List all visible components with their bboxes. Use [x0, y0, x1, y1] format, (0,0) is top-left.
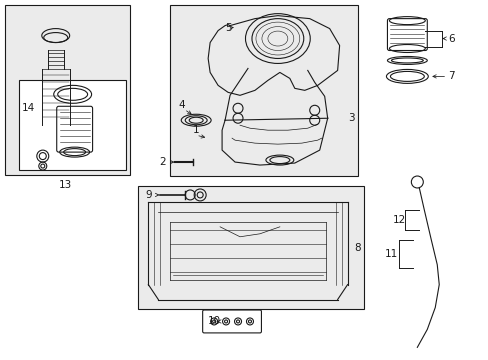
Text: 9: 9 — [145, 190, 151, 200]
Text: 7: 7 — [447, 71, 453, 81]
Bar — [170, 5, 357, 176]
Text: 8: 8 — [353, 243, 360, 253]
Text: 1: 1 — [192, 125, 199, 135]
Bar — [19, 80, 126, 170]
Text: 12: 12 — [392, 215, 405, 225]
Text: 10: 10 — [207, 316, 220, 327]
Text: 3: 3 — [347, 113, 354, 123]
Bar — [138, 186, 363, 310]
Text: 14: 14 — [22, 103, 36, 113]
Text: 5: 5 — [224, 23, 231, 33]
Text: 4: 4 — [179, 100, 185, 110]
Text: 2: 2 — [159, 157, 165, 167]
Bar — [5, 5, 130, 175]
Text: 6: 6 — [447, 33, 453, 44]
Text: 11: 11 — [384, 249, 397, 259]
Text: 13: 13 — [59, 180, 72, 190]
